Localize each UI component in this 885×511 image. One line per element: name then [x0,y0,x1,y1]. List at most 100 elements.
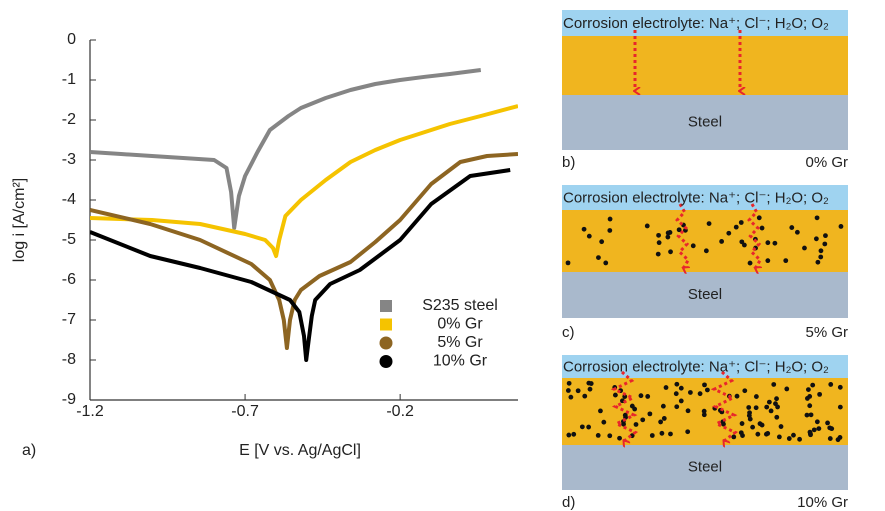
y-axis-label: log i [A/cm²] [11,178,28,262]
substrate-label: Steel [688,286,722,303]
graphene-dot [784,386,790,392]
graphene-dot [733,224,739,230]
graphene-dot [581,226,587,232]
y-tick-label: -1 [62,71,76,88]
graphene-dot [690,243,696,249]
graphene-dot [818,248,824,254]
graphene-dot [817,391,823,397]
graphene-dot [656,232,661,238]
graphene-dot [721,421,726,427]
graphene-dot [566,380,572,386]
electrolyte-layer [562,185,848,210]
graphene-dot [755,431,761,437]
graphene-dot [818,254,824,260]
electrolyte-label: Corrosion electrolyte: Na⁺; Cl⁻; H₂O; O₂ [563,15,829,32]
legend-label: 5% Gr [437,334,483,351]
graphene-dot [814,419,820,425]
diffusion-arrow [610,370,639,441]
graphene-dot [726,230,732,236]
graphene-dot [622,394,628,399]
electrolyte-layer [562,10,848,36]
graphene-dot [603,260,609,266]
graphene-dot [676,227,682,233]
graphene-dot [566,432,572,438]
graphene-dot [808,412,814,418]
graphene-dot [739,239,745,245]
substrate-label: Steel [688,458,722,475]
graphene-dot [759,225,765,231]
data-line [90,152,518,350]
y-tick-label: -6 [62,271,76,288]
graphene-dot [633,422,639,427]
panel-label: a) [22,442,36,459]
graphene-dot [791,432,796,438]
graphene-dot [617,435,622,441]
x-tick-label: -0.7 [231,403,259,420]
graphene-dot [565,260,571,266]
graphene-dot [565,388,571,393]
graphene-dot [586,424,592,430]
graphene-dot [601,419,607,425]
graphene-dot [802,245,807,251]
graphene-dot [742,388,748,394]
graphene-dot [632,406,638,412]
graphene-dot [598,408,603,414]
coating-layer [562,36,848,95]
graphene-dot [750,424,756,430]
graphene-dot [731,434,737,440]
graphene-dot [571,431,577,437]
graphene-dot [655,251,661,257]
graphene-dot [774,396,779,402]
legend-label: 10% Gr [433,353,488,370]
data-line [90,168,511,362]
legend-marker [380,300,392,312]
steel-layer [562,272,848,318]
graphene-dot [765,258,771,264]
graphene-dot [753,394,759,399]
graphene-dot [697,391,703,397]
graphene-dot [659,430,665,436]
graphene-dot [658,419,664,425]
graphene-dot [668,431,673,437]
graphene-dot [741,242,747,248]
graphene-dot [756,215,762,221]
graphene-dot [738,220,744,225]
graphene-dot [825,420,830,426]
graphene-dot [719,239,725,244]
y-tick-label: -4 [62,191,76,208]
y-tick-label: -3 [62,151,76,168]
graphene-dot [738,430,744,436]
graphene-dot [783,258,789,264]
steel-layer [562,445,848,490]
graphene-dot [644,223,650,229]
graphene-dot [586,233,592,239]
x-axis-label: E [V vs. Ag/AgCl] [239,442,361,459]
graphene-dot [638,393,644,399]
graphene-dot [804,412,810,418]
graphene-dot [764,404,770,410]
graphene-dot [806,387,811,393]
graphene-dot [706,221,712,227]
graphene-dot [766,399,772,405]
diffusion-arrow [675,203,691,268]
graphene-dot [807,403,813,409]
steel-layer [562,95,848,150]
graphene-dot [823,233,828,239]
graphene-dot [673,391,679,397]
graphene-dot [685,408,691,414]
graphene-dot [582,393,588,399]
graphene-dot [753,405,759,411]
graphene-dot [687,390,693,395]
graphene-dot [835,437,841,443]
graphene-dot [774,414,780,420]
graphene-dot [797,436,802,442]
graphene-dot [607,216,613,222]
graphene-dot [685,429,691,435]
graphene-dot [678,385,684,391]
graphene-dot [816,426,822,432]
graphene-dot [649,433,655,438]
graphene-dot [804,396,810,401]
graphene-dot [827,425,833,431]
electrolyte-label: Corrosion electrolyte: Na⁺; Cl⁻; H₂O; O₂ [563,358,829,375]
graphene-dot [813,236,819,242]
